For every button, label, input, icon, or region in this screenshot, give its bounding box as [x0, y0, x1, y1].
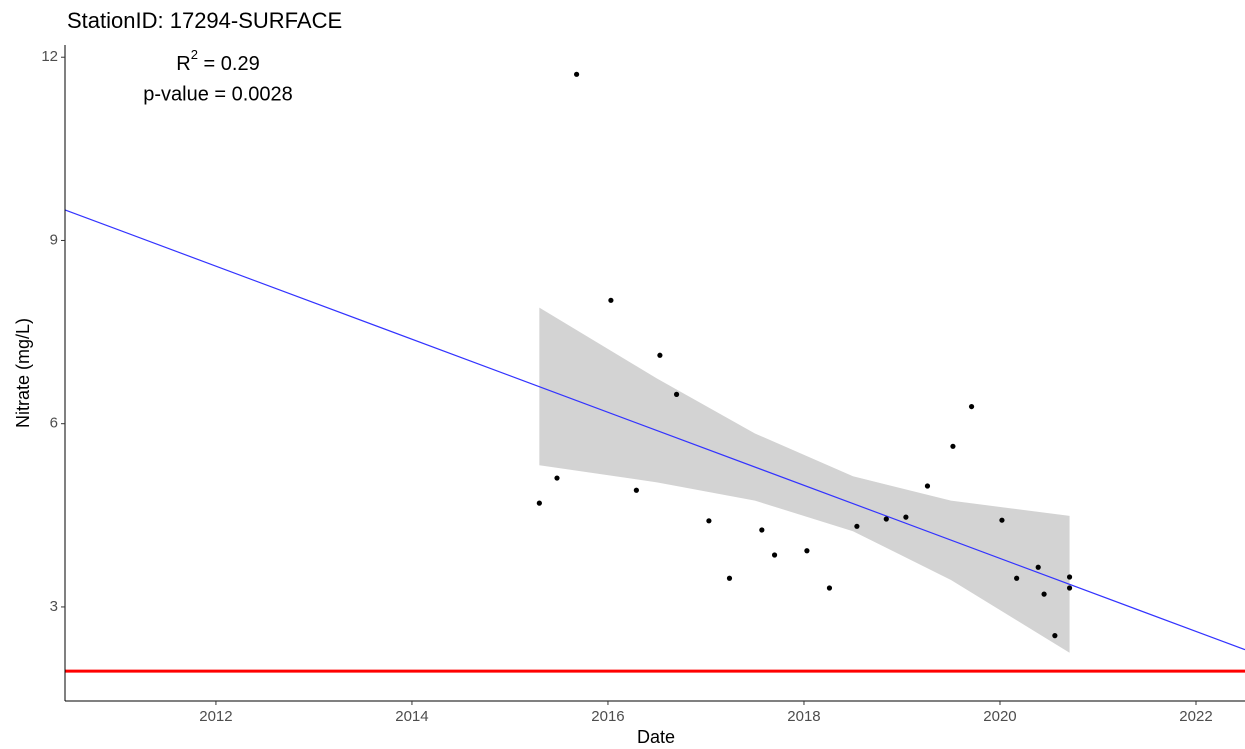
data-point [950, 443, 956, 449]
data-point [1066, 585, 1073, 591]
data-point [1052, 633, 1058, 639]
r2-sup: 2 [191, 47, 198, 62]
data-point [673, 391, 680, 397]
data-point [759, 527, 765, 533]
y-tick-label: 9 [50, 231, 58, 248]
data-point [854, 523, 860, 529]
x-tick-label: 2020 [983, 708, 1016, 725]
data-point [573, 71, 580, 77]
x-tick-label: 2018 [787, 708, 820, 725]
data-point [999, 517, 1005, 523]
data-point [1041, 591, 1047, 597]
data-point [608, 297, 614, 303]
data-point [903, 514, 909, 520]
x-tick-label: 2014 [395, 708, 428, 725]
data-point [924, 483, 931, 489]
data-point [804, 548, 810, 554]
data-point [771, 552, 778, 558]
data-point [1014, 575, 1020, 581]
data-point [706, 518, 712, 524]
chart-title: StationID: 17294-SURFACE [67, 8, 342, 33]
data-point [554, 475, 560, 481]
x-tick-label: 2022 [1179, 708, 1212, 725]
r2-text: = 0.29 [198, 53, 260, 75]
data-point [536, 500, 542, 506]
data-point [726, 575, 733, 581]
regression-line [64, 209, 1245, 651]
x-axis-label: Date [637, 727, 675, 747]
data-point [633, 487, 639, 493]
data-point [657, 352, 663, 358]
confidence-band [539, 307, 1070, 653]
y-tick-label: 6 [50, 415, 58, 432]
x-tick-label: 2012 [199, 708, 232, 725]
data-point [1066, 574, 1073, 580]
r2-base: R [176, 53, 190, 75]
p-value: p-value = 0.0028 [143, 83, 293, 105]
y-tick-label: 12 [41, 48, 58, 65]
y-tick-label: 3 [50, 598, 58, 615]
data-point [1035, 564, 1041, 570]
y-axis-label: Nitrate (mg/L) [13, 318, 33, 428]
data-point [968, 403, 975, 410]
data-point [883, 516, 889, 522]
data-point [826, 585, 833, 591]
x-tick-label: 2016 [591, 708, 624, 725]
r-squared: R2 = 0.29 [176, 47, 259, 75]
